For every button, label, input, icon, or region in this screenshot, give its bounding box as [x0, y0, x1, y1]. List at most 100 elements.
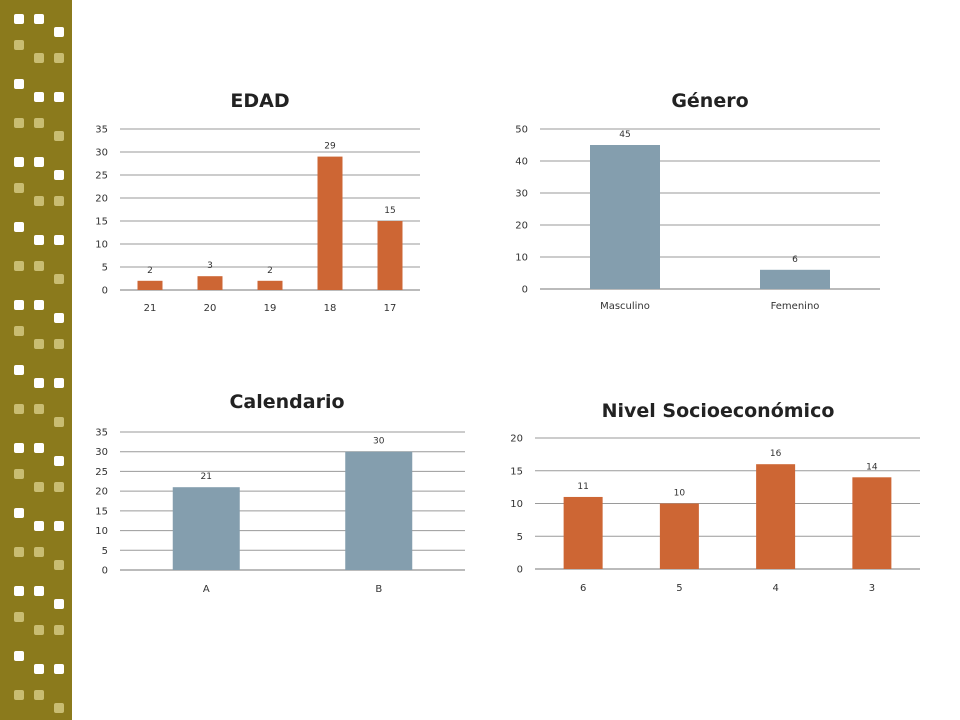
- y-tick-label: 10: [95, 240, 108, 251]
- data-label: 14: [866, 462, 878, 472]
- sidebar-square: [34, 443, 44, 453]
- sidebar-square: [14, 651, 24, 661]
- sidebar-square: [54, 378, 64, 388]
- sidebar-square: [54, 92, 64, 102]
- sidebar-square: [34, 586, 44, 596]
- sidebar-square: [14, 40, 24, 50]
- y-tick-label: 30: [95, 148, 108, 159]
- category-label: 21: [144, 303, 157, 314]
- bar: [377, 221, 403, 290]
- sidebar-square: [54, 313, 64, 323]
- y-tick-label: 10: [515, 253, 528, 264]
- bar: [590, 145, 660, 289]
- sidebar-square: [54, 53, 64, 63]
- sidebar-square: [14, 365, 24, 375]
- chart-nivel: Nivel Socioeconómico 0 5 10 15 20 11 6 10 5 16 4 14 3: [510, 400, 920, 594]
- data-label: 3: [207, 261, 213, 271]
- y-tick-label: 10: [95, 526, 108, 537]
- sidebar-square: [34, 118, 44, 128]
- chart-title: Calendario: [229, 391, 344, 413]
- data-label: 2: [147, 266, 153, 276]
- sidebar-square: [14, 157, 24, 167]
- category-label: 6: [580, 583, 586, 594]
- sidebar-square: [34, 339, 44, 349]
- y-tick-label: 0: [102, 286, 108, 297]
- sidebar-square: [54, 196, 64, 206]
- sidebar-square: [34, 53, 44, 63]
- sidebar-square: [14, 586, 24, 596]
- sidebar-square: [54, 417, 64, 427]
- decorative-sidebar: [0, 0, 72, 720]
- chart-title: Nivel Socioeconómico: [602, 400, 835, 422]
- sidebar-square: [14, 612, 24, 622]
- data-label: 29: [324, 142, 336, 152]
- sidebar-square: [54, 664, 64, 674]
- sidebar-pattern: [14, 14, 64, 713]
- sidebar-square: [54, 235, 64, 245]
- sidebar-square: [54, 482, 64, 492]
- sidebar-square: [14, 261, 24, 271]
- sidebar-square: [14, 222, 24, 232]
- y-tick-label: 5: [102, 546, 108, 557]
- bar: [317, 156, 343, 290]
- bar: [137, 280, 163, 290]
- sidebar-square: [54, 131, 64, 141]
- sidebar-square: [34, 404, 44, 414]
- sidebar-square: [34, 690, 44, 700]
- y-tick-label: 5: [517, 532, 523, 543]
- y-tick-label: 30: [515, 189, 528, 200]
- y-tick-label: 20: [95, 194, 108, 205]
- y-tick-label: 15: [510, 466, 523, 477]
- bar: [756, 464, 796, 569]
- sidebar-square: [54, 339, 64, 349]
- chart-calendario: Calendario 0 5 10 15 20 25 30 35 21 A 30 B: [95, 391, 465, 595]
- y-tick-label: 0: [102, 566, 108, 577]
- data-label: 11: [577, 482, 588, 492]
- data-label: 21: [201, 472, 212, 482]
- category-label: Femenino: [771, 301, 820, 312]
- y-tick-label: 15: [95, 217, 108, 228]
- sidebar-square: [34, 92, 44, 102]
- bar: [852, 477, 892, 569]
- sidebar-square: [54, 599, 64, 609]
- bar: [257, 280, 283, 290]
- sidebar-square: [14, 508, 24, 518]
- category-label: 3: [869, 583, 875, 594]
- category-label: A: [203, 584, 210, 595]
- sidebar-square: [54, 703, 64, 713]
- sidebar-square: [14, 547, 24, 557]
- sidebar-square: [14, 79, 24, 89]
- y-tick-label: 30: [95, 447, 108, 458]
- chart-edad: EDAD 0 5 10 15 20 25 30 35 2 21 3 20 2 19 29 18 15 17: [95, 90, 420, 314]
- sidebar-square: [34, 664, 44, 674]
- y-tick-label: 15: [95, 506, 108, 517]
- sidebar-square: [54, 560, 64, 570]
- y-tick-label: 20: [95, 487, 108, 498]
- data-label: 16: [770, 449, 782, 459]
- bar: [172, 487, 240, 570]
- bar: [563, 496, 603, 569]
- bar: [345, 451, 413, 570]
- sidebar-square: [14, 14, 24, 24]
- y-tick-label: 20: [515, 221, 528, 232]
- sidebar-square: [34, 235, 44, 245]
- sidebar-square: [34, 261, 44, 271]
- category-label: 17: [384, 303, 397, 314]
- category-label: 18: [324, 303, 337, 314]
- y-tick-label: 10: [510, 499, 523, 510]
- chart-title: EDAD: [230, 90, 289, 112]
- y-tick-label: 25: [95, 171, 108, 182]
- y-tick-label: 50: [515, 125, 528, 136]
- sidebar-square: [14, 183, 24, 193]
- sidebar-square: [14, 690, 24, 700]
- data-label: 30: [373, 437, 385, 447]
- sidebar-square: [34, 547, 44, 557]
- sidebar-square: [54, 521, 64, 531]
- category-label: Masculino: [600, 301, 650, 312]
- bar: [197, 276, 223, 290]
- data-label: 2: [267, 266, 273, 276]
- sidebar-square: [14, 326, 24, 336]
- data-label: 10: [674, 489, 686, 499]
- chart-title: Género: [671, 90, 748, 112]
- sidebar-square: [54, 625, 64, 635]
